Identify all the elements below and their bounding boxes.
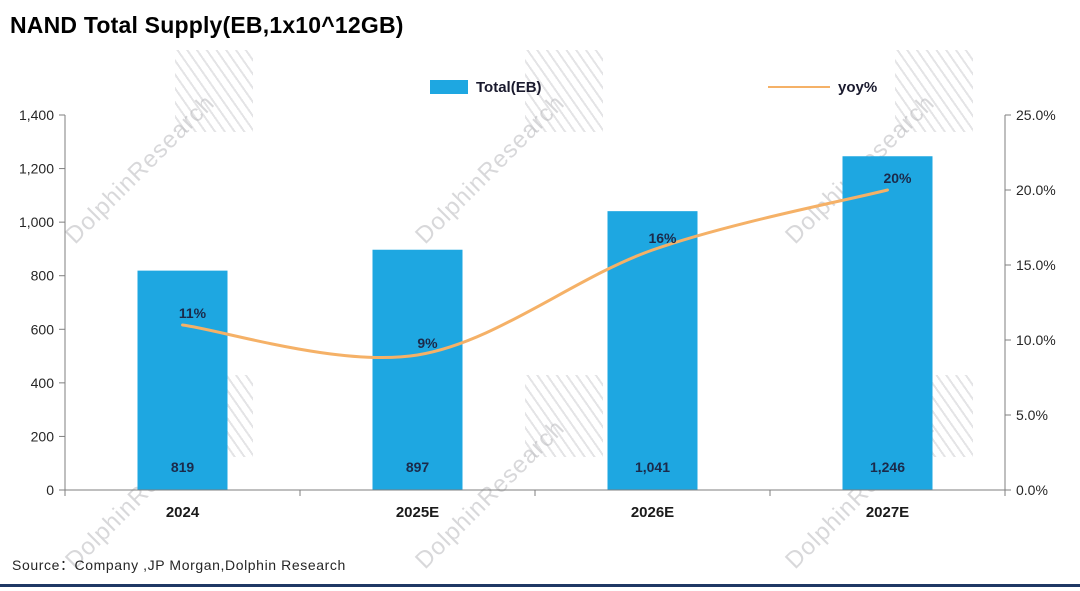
chart-title: NAND Total Supply(EB,1x10^12GB) xyxy=(10,12,404,38)
watermark-text: DolphinResearch xyxy=(410,89,571,250)
watermark: DolphinResearch xyxy=(60,375,340,575)
svg-text:897: 897 xyxy=(406,459,430,475)
svg-text:2025E: 2025E xyxy=(396,504,439,521)
svg-text:2027E: 2027E xyxy=(866,504,909,521)
watermark-hatch-icon xyxy=(525,375,603,457)
legend-label-total: Total(EB) xyxy=(476,78,542,96)
bar-2024 xyxy=(137,270,228,490)
svg-text:16%: 16% xyxy=(648,230,677,246)
legend-item-yoy: yoy% xyxy=(768,78,877,96)
bar-2025E xyxy=(372,249,463,490)
svg-text:1,041: 1,041 xyxy=(635,459,670,475)
watermark-hatch-icon xyxy=(175,375,253,457)
watermark-hatch-icon xyxy=(895,375,973,457)
svg-text:1,246: 1,246 xyxy=(870,459,905,475)
svg-text:200: 200 xyxy=(31,428,55,444)
svg-text:20.0%: 20.0% xyxy=(1016,182,1056,198)
svg-text:600: 600 xyxy=(31,321,55,337)
svg-text:400: 400 xyxy=(31,375,55,391)
watermark-text: DolphinResearch xyxy=(60,414,221,575)
svg-text:20%: 20% xyxy=(883,170,912,186)
svg-text:819: 819 xyxy=(171,459,195,475)
svg-text:800: 800 xyxy=(31,268,55,284)
svg-text:1,000: 1,000 xyxy=(19,214,54,230)
svg-text:1,200: 1,200 xyxy=(19,161,54,177)
bar-2026E xyxy=(607,211,698,491)
yoy-line xyxy=(181,188,889,360)
legend: Total(EB) yoy% xyxy=(0,78,1080,98)
legend-bar-swatch-icon xyxy=(430,80,468,94)
svg-text:0.0%: 0.0% xyxy=(1016,482,1048,498)
svg-text:15.0%: 15.0% xyxy=(1016,257,1056,273)
watermark-text: DolphinResearch xyxy=(780,89,941,250)
watermark-text: DolphinResearch xyxy=(410,414,571,575)
svg-text:0: 0 xyxy=(46,482,54,498)
source-note: Source：Company ,JP Morgan,Dolphin Resear… xyxy=(12,557,346,573)
legend-line-swatch-icon xyxy=(768,86,830,88)
watermark: DolphinResearch xyxy=(410,375,690,575)
watermark-text: DolphinResearch xyxy=(780,414,941,575)
bottom-border xyxy=(0,584,1080,587)
svg-text:10.0%: 10.0% xyxy=(1016,332,1056,348)
svg-text:2024: 2024 xyxy=(166,504,200,521)
svg-text:2026E: 2026E xyxy=(631,504,674,521)
legend-item-total: Total(EB) xyxy=(430,78,542,96)
legend-label-yoy: yoy% xyxy=(838,78,878,96)
svg-text:11%: 11% xyxy=(179,305,207,321)
watermark: DolphinResearch xyxy=(780,375,1060,575)
svg-text:1,400: 1,400 xyxy=(19,107,54,123)
svg-text:5.0%: 5.0% xyxy=(1016,407,1048,423)
svg-text:9%: 9% xyxy=(417,335,438,351)
watermark-text: DolphinResearch xyxy=(60,89,221,250)
svg-text:25.0%: 25.0% xyxy=(1016,107,1056,123)
bar-2027E xyxy=(842,156,933,490)
